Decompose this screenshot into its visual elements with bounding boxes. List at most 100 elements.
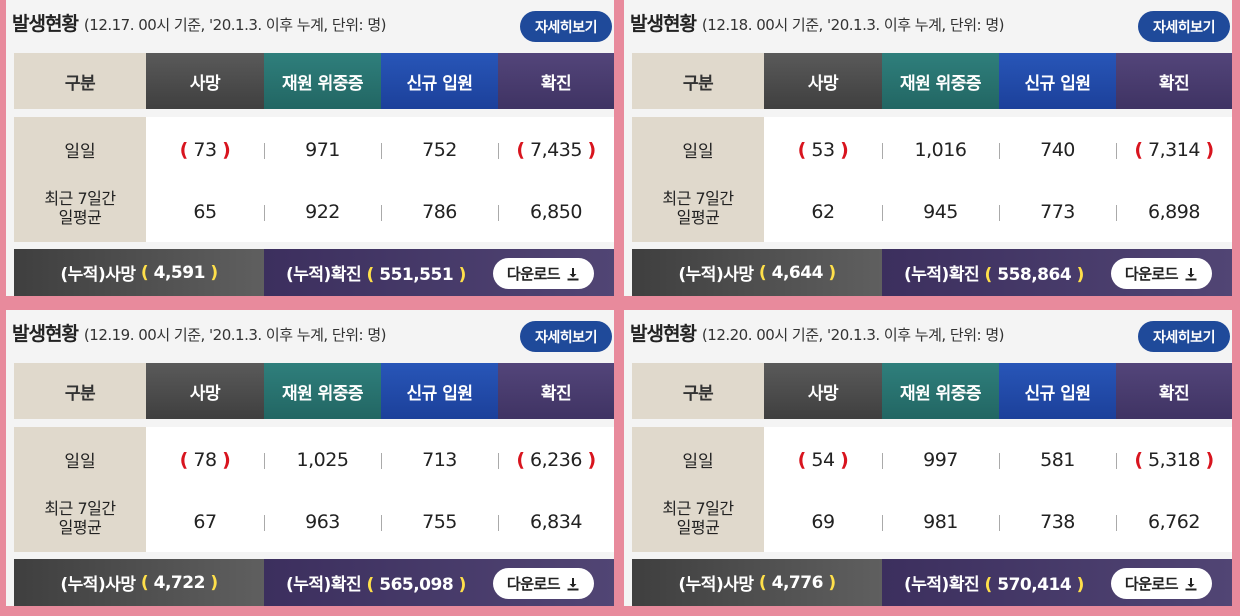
download-button[interactable]: 다운로드 [1111,258,1212,289]
download-button-label: 다운로드 [506,266,561,283]
weekly-average-label-line1: 최근 7일간 [662,499,734,518]
daily-label: 일일 [682,452,714,472]
paren-open: ( [140,262,149,283]
detail-button[interactable]: 자세히보기 [1138,321,1230,352]
daily-death-number: 78 [193,449,217,471]
cumulative-confirmed-label: (누적)확진 [286,265,362,285]
download-button[interactable]: 다운로드 [1111,568,1212,599]
avg-confirmed-value: 6,898 [1148,201,1200,223]
column-divider [882,143,883,159]
critical-column: 1,025 963 [264,427,381,552]
header-confirmed: 확진 [1116,53,1232,109]
panel-title: 발생현황 [630,323,697,345]
paren-close: ) [210,262,218,283]
detail-button[interactable]: 자세히보기 [520,11,612,42]
critical-column: 971 922 [264,117,381,242]
avg-death-value: 62 [811,201,835,223]
download-button[interactable]: 다운로드 [493,568,594,599]
cumulative-death-label: (누적)사망 [60,265,136,285]
cumulative-death-label: (누적)사망 [60,575,136,595]
weekly-average-label-line2: 일평균 [58,208,102,227]
paren-open: ( [1134,139,1143,161]
table-header: 구분 사망 재원 위중증 신규 입원 확진 [14,53,614,109]
cumulative-death-value: 4,722 [153,572,206,593]
column-divider [498,515,499,531]
detail-button[interactable]: 자세히보기 [1138,11,1230,42]
column-divider [264,515,265,531]
download-icon [1184,267,1198,281]
avg-critical-value: 963 [305,511,340,533]
weekly-average-label: 최근 7일간 일평균 [14,499,146,537]
avg-confirmed-value: 6,762 [1148,511,1200,533]
confirmed-column: ( 7,435 ) 6,850 [498,117,614,242]
confirmed-column: ( 5,318 ) 6,762 [1116,427,1232,552]
header-death: 사망 [764,53,882,109]
paren-open: ( [984,265,993,285]
panel-subtitle: (12.20. 00시 기준, '20.1.3. 이후 누계, 단위: 명) [701,326,1005,344]
column-divider [1116,143,1117,159]
column-divider [381,205,382,221]
column-divider [498,453,499,469]
header-new-admission: 신규 입원 [999,363,1116,419]
cumulative-confirmed-value: 558,864 [997,265,1072,285]
daily-death-number: 54 [811,449,835,471]
daily-confirmed-value: ( 6,236 ) [498,449,614,471]
cumulative-confirmed: (누적)확진 ( 570,414 ) 다운로드 [882,559,1232,606]
paren-close: ) [222,139,231,161]
table-header: 구분 사망 재원 위중증 신규 입원 확진 [632,53,1232,109]
detail-button[interactable]: 자세히보기 [520,321,612,352]
table-body: 일일 최근 7일간 일평균 ( 54 ) 69 997 981 581 [632,427,1232,552]
row-labels: 일일 최근 7일간 일평균 [632,427,764,552]
death-column: ( 78 ) 67 [146,427,264,552]
paren-close: ) [458,265,467,285]
cumulative-death: (누적)사망 ( 4,722 ) [14,559,264,606]
cumulative-confirmed-value: 570,414 [997,575,1072,595]
panel-subtitle: (12.18. 00시 기준, '20.1.3. 이후 누계, 단위: 명) [701,16,1005,34]
cumulative-death-value: 4,644 [771,262,824,283]
row-labels: 일일 최근 7일간 일평균 [632,117,764,242]
cumulative-death-label: (누적)사망 [678,575,754,595]
column-divider [381,143,382,159]
column-divider [264,205,265,221]
paren-close: ) [1205,139,1215,161]
paren-open: ( [797,449,807,471]
weekly-average-label: 최근 7일간 일평균 [14,189,146,227]
admission-column: 713 755 [381,427,498,552]
avg-death-value: 65 [193,201,217,223]
cumulative-confirmed-text: (누적)확진 ( 551,551 ) [286,260,466,285]
header-confirmed: 확진 [1116,363,1232,419]
column-divider [999,143,1000,159]
cumulative-death: (누적)사망 ( 4,776 ) [632,559,882,606]
cumulative-confirmed-value: 551,551 [379,265,454,285]
admission-column: 581 738 [999,427,1116,552]
daily-critical-value: 997 [923,449,958,471]
header-category: 구분 [632,363,764,419]
header-critical: 재원 위중증 [882,53,999,109]
cumulative-confirmed-label: (누적)확진 [904,265,980,285]
panel-title: 발생현황 [12,323,79,345]
download-button-label: 다운로드 [1124,266,1179,283]
column-divider [498,143,499,159]
cumulative-confirmed-text: (누적)확진 ( 565,098 ) [286,570,466,595]
daily-confirmed-number: 6,236 [530,449,582,471]
cumulative-confirmed-label: (누적)확진 [904,575,980,595]
daily-critical-value: 971 [305,139,340,161]
cumulative-confirmed: (누적)확진 ( 565,098 ) 다운로드 [264,559,614,606]
weekly-average-label: 최근 7일간 일평균 [632,189,764,227]
column-divider [999,453,1000,469]
cumulative-confirmed: (누적)확진 ( 551,551 ) 다운로드 [264,249,614,296]
avg-critical-value: 945 [923,201,958,223]
header-critical: 재원 위중증 [264,363,381,419]
download-button[interactable]: 다운로드 [493,258,594,289]
daily-confirmed-value: ( 7,314 ) [1116,139,1232,161]
column-divider [381,515,382,531]
paren-close: ) [828,262,836,283]
cumulative-footer: (누적)사망 ( 4,591 ) (누적)확진 ( 551,551 ) 다운로드 [14,249,614,296]
panel-header: 발생현황 (12.18. 00시 기준, '20.1.3. 이후 누계, 단위:… [630,9,1005,37]
confirmed-column: ( 7,314 ) 6,898 [1116,117,1232,242]
cumulative-confirmed: (누적)확진 ( 558,864 ) 다운로드 [882,249,1232,296]
header-death: 사망 [764,363,882,419]
avg-confirmed-value: 6,850 [530,201,582,223]
cumulative-death: (누적)사망 ( 4,591 ) [14,249,264,296]
cumulative-confirmed-label: (누적)확진 [286,575,362,595]
